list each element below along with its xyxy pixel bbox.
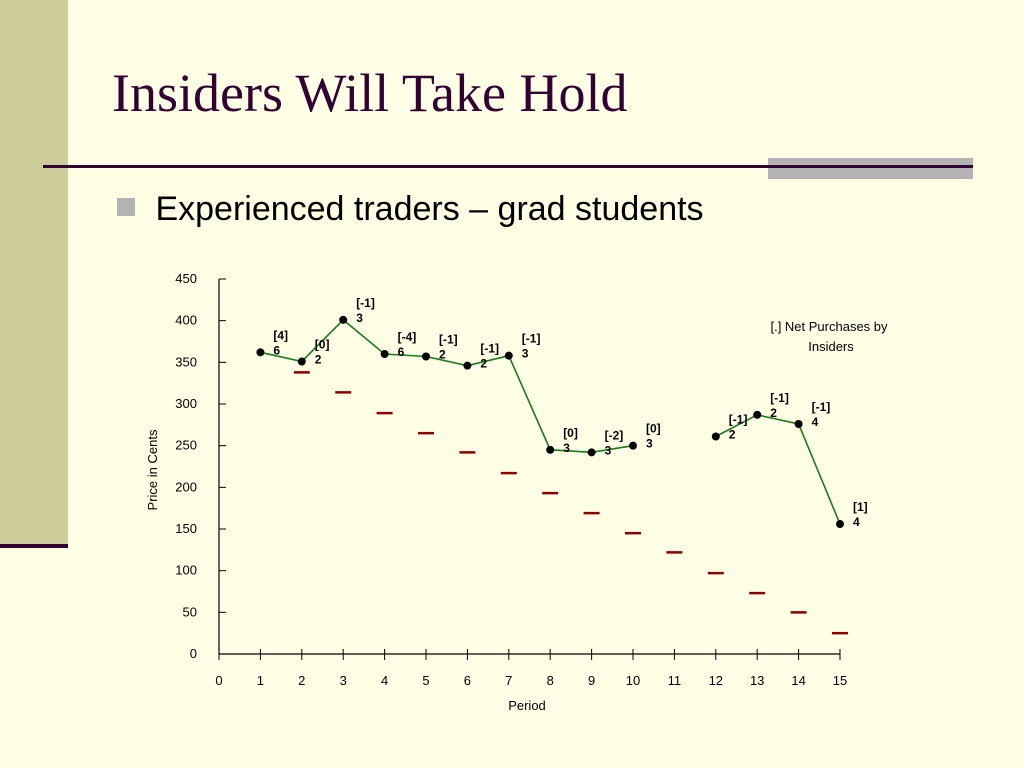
point-label-count: 2 — [729, 428, 736, 442]
data-point — [256, 348, 265, 357]
x-tick-label: 1 — [257, 673, 264, 688]
point-labels: [4]6 [0]2[-1]3[-4]6[-1]2 [-1]2[-1]3[0]3[-2… — [273, 296, 867, 529]
point-label-count: 3 — [605, 443, 612, 457]
point-label-count: 3 — [563, 441, 570, 455]
title-rule — [43, 165, 973, 168]
x-tick-label: 10 — [626, 673, 640, 688]
sidebar-decoration — [0, 0, 68, 545]
data-point — [339, 315, 348, 324]
data-point — [297, 357, 306, 366]
y-tick-labels: 0 50 100 150 200 250 300 350 400 450 — [175, 271, 197, 661]
point-label-count: 4 — [812, 415, 819, 429]
data-point — [463, 361, 472, 370]
x-tick-label: 5 — [422, 673, 429, 688]
series-line — [715, 413, 841, 525]
legend-note-line2: Insiders — [808, 339, 854, 354]
chart-axes — [218, 278, 841, 660]
sidebar-rule — [0, 544, 68, 548]
square-bullet-icon — [117, 197, 135, 216]
x-tick-label: 4 — [381, 673, 388, 688]
point-label-net: [-4] — [398, 330, 417, 344]
point-label-net: [-1] — [356, 296, 375, 310]
y-tick-label: 300 — [175, 396, 197, 411]
series-line — [260, 318, 634, 454]
point-label-count: 3 — [646, 437, 653, 451]
y-tick-label: 50 — [183, 604, 197, 619]
y-tick-label: 150 — [175, 521, 197, 536]
y-tick-label: 100 — [175, 563, 197, 578]
point-label-net: [0] — [563, 426, 578, 440]
x-tick-label: 13 — [750, 673, 764, 688]
x-tick-label: 7 — [505, 673, 512, 688]
x-tick-labels: 0 1 2 3 4 5 6 7 8 9 10 11 12 13 14 15 — [215, 673, 847, 688]
point-label-net: [4] — [273, 328, 288, 342]
x-axis-title: Period — [508, 698, 546, 713]
data-point — [546, 445, 555, 454]
point-label-count: 2 — [480, 357, 487, 371]
point-label-count: 2 — [770, 406, 777, 420]
x-tick-label: 6 — [464, 673, 471, 688]
line-series — [260, 318, 841, 525]
y-tick-label: 350 — [175, 354, 197, 369]
data-point — [836, 520, 844, 528]
point-label-count: 6 — [273, 343, 280, 357]
y-tick-label: 250 — [175, 438, 197, 453]
point-label-count: 4 — [853, 515, 860, 529]
y-axis-title: Price in Cents — [145, 429, 160, 510]
data-point — [380, 350, 389, 358]
point-label-count: 2 — [315, 353, 322, 367]
point-label-net: [0] — [315, 338, 330, 352]
y-tick-label: 200 — [175, 479, 197, 494]
point-label-count: 6 — [398, 345, 405, 359]
x-tick-label: 3 — [340, 673, 347, 688]
bullet-item: Experienced traders – grad students — [117, 190, 704, 229]
x-tick-label: 11 — [668, 673, 682, 688]
title-accent-bar — [768, 158, 973, 179]
data-point — [504, 351, 513, 360]
point-label-count: 3 — [522, 347, 529, 361]
point-label-net: [-1] — [812, 400, 831, 414]
x-tick-label: 0 — [215, 673, 222, 688]
bullet-text: Experienced traders – grad students — [155, 190, 704, 228]
y-tick-label: 450 — [175, 271, 197, 286]
point-label-count: 2 — [439, 348, 446, 362]
y-tick-label: 400 — [175, 313, 197, 328]
point-label-net: [-1] — [480, 342, 499, 356]
point-label-net: [-1] — [522, 332, 541, 346]
line-points — [256, 315, 844, 528]
data-point — [753, 410, 762, 419]
legend-note-line1: [.] Net Purchases by — [770, 319, 888, 334]
point-label-net: [0] — [646, 422, 661, 436]
data-point — [422, 352, 430, 361]
data-point — [587, 448, 596, 457]
point-label-net: [-2] — [605, 428, 624, 442]
y-tick-label: 0 — [190, 646, 197, 661]
x-tick-label: 8 — [547, 673, 554, 688]
title-accent-rule — [768, 165, 973, 168]
point-label-count: 3 — [356, 311, 363, 325]
x-tick-label: 9 — [588, 673, 595, 688]
x-tick-label: 14 — [791, 673, 805, 688]
dash-series — [293, 371, 848, 635]
data-point — [794, 420, 803, 428]
x-tick-label: 15 — [833, 673, 847, 688]
x-tick-label: 12 — [709, 673, 723, 688]
point-label-net: [-1] — [770, 391, 789, 405]
data-point — [629, 441, 637, 450]
point-label-net: [-1] — [439, 333, 458, 347]
data-point — [711, 432, 720, 441]
point-label-net: [1] — [853, 500, 868, 514]
x-tick-label: 2 — [298, 673, 305, 688]
point-label-net: [-1] — [729, 413, 748, 427]
slide-title: Insiders Will Take Hold — [112, 63, 628, 123]
